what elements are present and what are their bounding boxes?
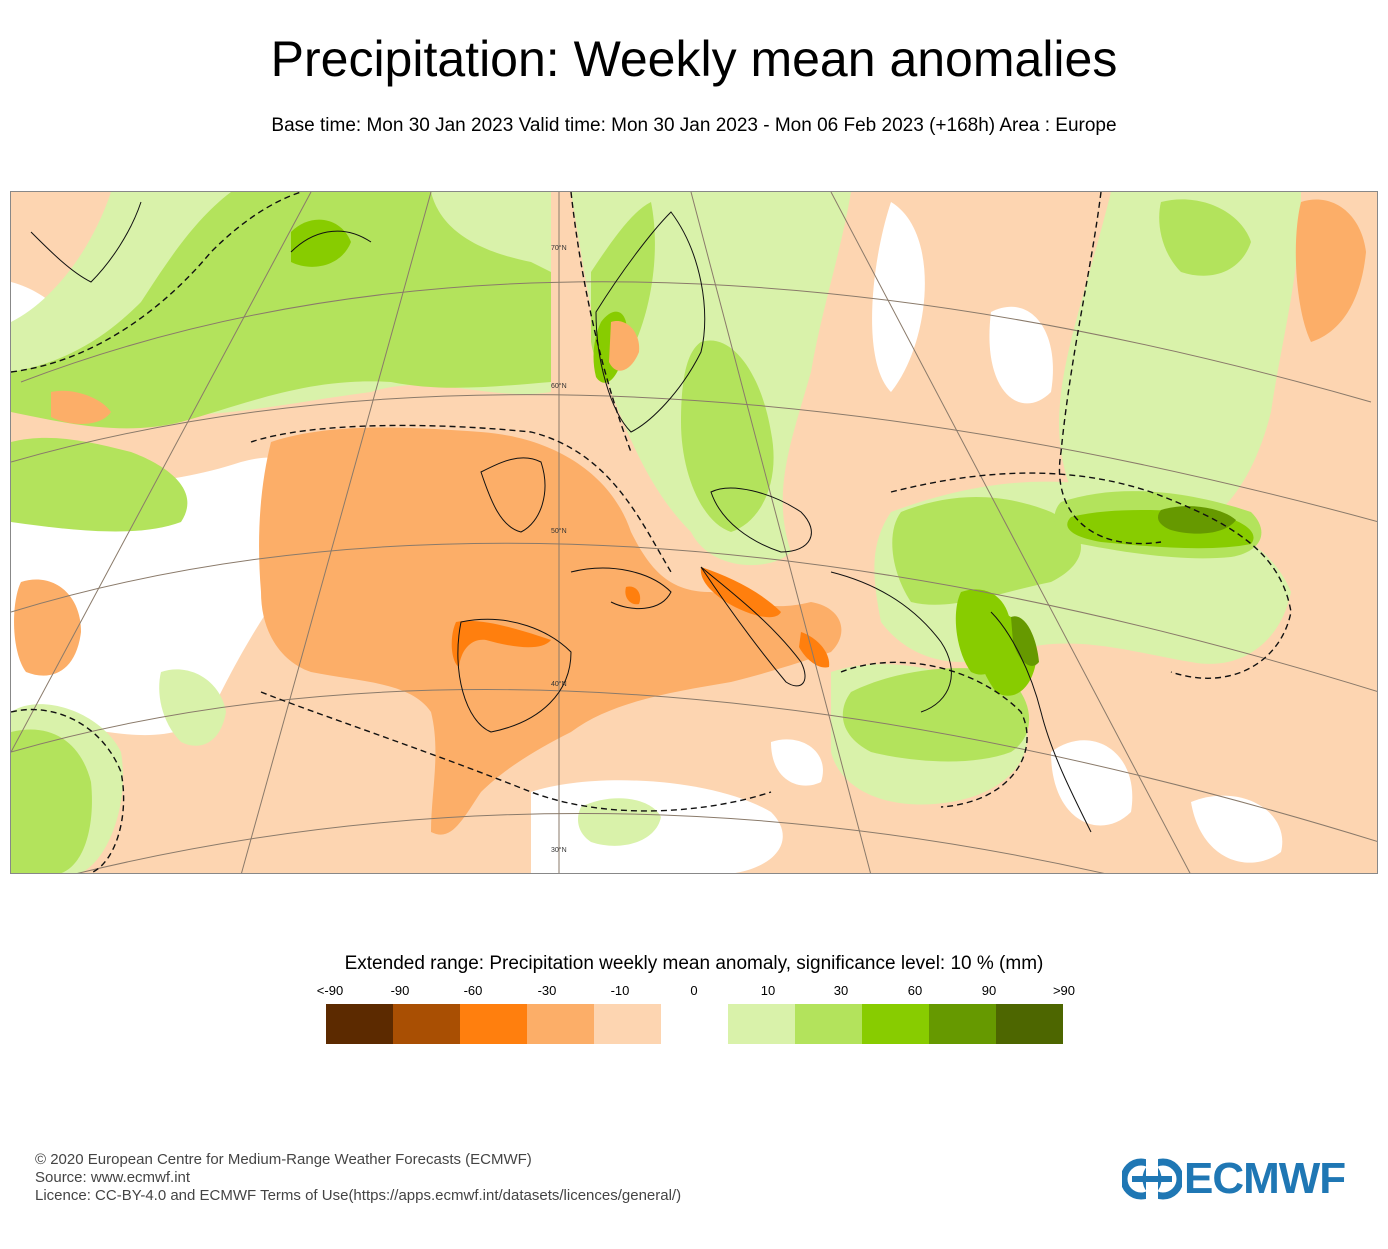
- chart-subtitle: Base time: Mon 30 Jan 2023 Valid time: M…: [271, 115, 1117, 136]
- dark-green-regions: [1011, 506, 1236, 666]
- legend-swatch: [661, 1004, 728, 1044]
- legend-swatch: [862, 1004, 929, 1044]
- legend-tick: 90: [981, 983, 997, 998]
- significance-contours: [11, 192, 1292, 873]
- legend-tick: -60: [463, 983, 483, 998]
- logo-text: ECMWF: [1184, 1154, 1346, 1203]
- legend-tick: 0: [690, 983, 698, 998]
- lat-label-40: 40°N: [551, 680, 567, 688]
- legend-tick: -10: [610, 983, 630, 998]
- legend-swatch: [460, 1004, 527, 1044]
- chart-title: Precipitation: Weekly mean anomalies: [270, 31, 1118, 87]
- licence-text: Licence: CC-BY-4.0 and ECMWF Terms of Us…: [35, 1187, 682, 1204]
- legend-swatch: [393, 1004, 460, 1044]
- legend-swatch: [795, 1004, 862, 1044]
- precipitation-anomaly-map: 70°N 60°N 50°N 40°N 30°N: [10, 191, 1378, 874]
- legend-swatch: [594, 1004, 661, 1044]
- copyright-text: © 2020 European Centre for Medium-Range …: [35, 1151, 532, 1168]
- legend-tick: 30: [833, 983, 849, 998]
- legend-tick: 60: [907, 983, 923, 998]
- legend-tick: -30: [537, 983, 557, 998]
- footer: © 2020 European Centre for Medium-Range …: [35, 1151, 681, 1205]
- legend-tick: 10: [760, 983, 776, 998]
- legend-swatch: [728, 1004, 795, 1044]
- lat-label-70: 70°N: [551, 244, 567, 252]
- ecmwf-logo[interactable]: ECMWF: [1122, 1156, 1358, 1202]
- source-text: Source: www.ecmwf.int: [35, 1169, 191, 1186]
- legend-swatch: [326, 1004, 393, 1044]
- legend-ticks: <-90 -90 -60 -30 -10 0 10 30 60 90 >90: [0, 983, 1388, 999]
- legend-swatch: [996, 1004, 1063, 1044]
- legend-title: Extended range: Precipitation weekly mea…: [344, 953, 1044, 974]
- strong-orange-regions: [451, 567, 830, 668]
- lat-label-60: 60°N: [551, 382, 567, 390]
- graticule: [11, 192, 1377, 873]
- legend-tick: -90: [390, 983, 410, 998]
- legend-tick: >90: [1052, 983, 1076, 998]
- lat-label-50: 50°N: [551, 527, 567, 535]
- coastlines: [30, 201, 1092, 833]
- legend-color-bar: [326, 1004, 1063, 1044]
- ecmwf-logo-icon: [1122, 1156, 1182, 1202]
- legend-swatch: [929, 1004, 996, 1044]
- legend-tick: <-90: [316, 983, 344, 998]
- lat-label-30: 30°N: [551, 846, 567, 854]
- latitude-labels: 70°N 60°N 50°N 40°N 30°N: [551, 244, 567, 854]
- legend-swatch: [527, 1004, 594, 1044]
